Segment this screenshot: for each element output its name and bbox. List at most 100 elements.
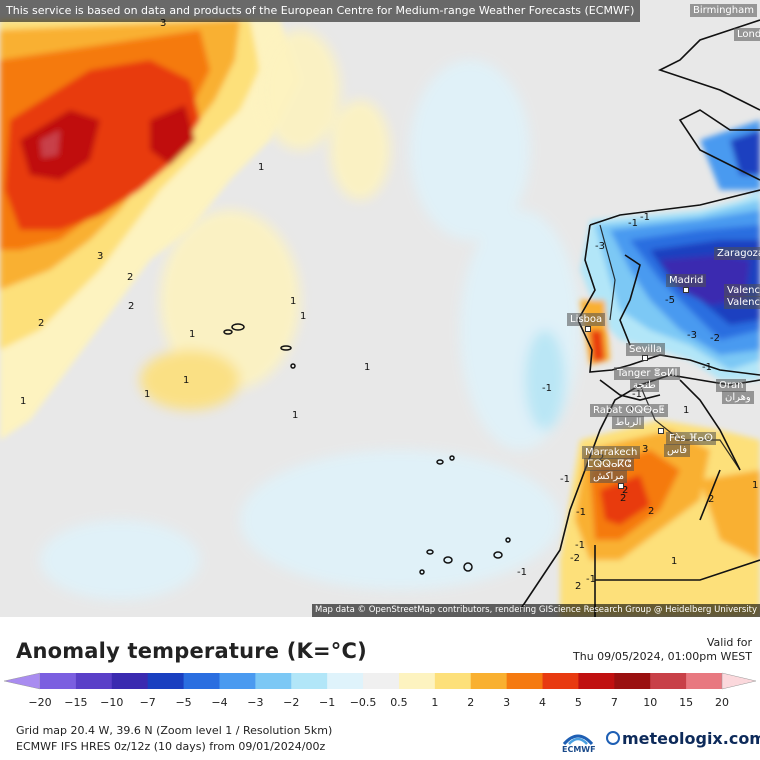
contour-label: -1 bbox=[702, 362, 712, 373]
grid-info: Grid map 20.4 W, 39.6 N (Zoom level 1 / … bbox=[16, 724, 333, 737]
contour-label: -3 bbox=[687, 330, 697, 341]
city-label-lisboa: Lisboa bbox=[567, 313, 606, 326]
colorbar-tick-label: 3 bbox=[503, 696, 511, 709]
ecmwf-logo-icon bbox=[562, 734, 594, 746]
colorbar-tick-label: −0.5 bbox=[349, 696, 377, 709]
contour-label: -1 bbox=[542, 383, 552, 394]
meteologix-logo[interactable]: meteologix.com bbox=[606, 729, 760, 748]
contour-label: 2 bbox=[127, 272, 134, 283]
colorbar-segment bbox=[255, 673, 292, 689]
contour-label: -5 bbox=[665, 295, 675, 306]
contour-label: 2 bbox=[708, 494, 715, 505]
city-label-oran: Oran bbox=[716, 379, 747, 392]
contour-label: -1 bbox=[628, 218, 638, 229]
colorbar-segment bbox=[219, 673, 256, 689]
colorbar-tick-label: −10 bbox=[100, 696, 124, 709]
colorbar-tick-label: 20 bbox=[715, 696, 729, 709]
ecmwf-label: ECMWF bbox=[562, 745, 596, 754]
city-label-zaragoza: Zaragoza bbox=[714, 247, 760, 260]
city-label-fes-arabic: فاس bbox=[664, 444, 691, 457]
city-label-birmingham: Birmingham bbox=[690, 4, 757, 17]
model-info: ECMWF IFS HRES 0z/12z (10 days) from 09/… bbox=[16, 740, 326, 753]
contour-label: -3 bbox=[595, 241, 605, 252]
contour-label: 3 bbox=[97, 251, 104, 262]
colorbar-tick-label: 15 bbox=[679, 696, 694, 709]
contour-label: 1 bbox=[683, 405, 690, 416]
colorbar-segment bbox=[363, 673, 400, 689]
city-marker-marrakech bbox=[618, 483, 624, 489]
colorbar-tick-label: 5 bbox=[574, 696, 582, 709]
colorbar-segment bbox=[398, 673, 436, 689]
colorbar-tick-label: −1 bbox=[319, 696, 336, 709]
colorbar-tick-label: 0.5 bbox=[390, 696, 408, 709]
contour-label: -1 bbox=[632, 389, 642, 400]
city-label-valencia-1: Valenc bbox=[724, 284, 760, 297]
city-marker-rabat bbox=[658, 428, 664, 434]
colorbar-arrow-low bbox=[3, 672, 41, 690]
coastline bbox=[519, 19, 760, 617]
city-label-rabat-arabic: الرباط bbox=[612, 416, 645, 429]
city-label-madrid: Madrid bbox=[666, 274, 707, 287]
city-marker-madrid bbox=[683, 287, 689, 293]
anomaly-field bbox=[0, 0, 760, 617]
colorbar bbox=[3, 672, 757, 690]
colorbar-segment bbox=[470, 673, 508, 689]
contour-label: 2 bbox=[620, 493, 627, 504]
meteologix-brand: meteologix.com bbox=[622, 729, 760, 748]
contour-label: 1 bbox=[183, 375, 190, 386]
colorbar-segment bbox=[111, 673, 149, 689]
city-label-valencia-2: Valenc bbox=[724, 296, 760, 309]
ecmwf-attribution: This service is based on data and produc… bbox=[0, 0, 641, 22]
colorbar-segment bbox=[686, 673, 723, 689]
colorbar-segment bbox=[434, 673, 472, 689]
weather-map[interactable]: 3 1 2 1 3 2 2 1 1 1 1 1 1 1 -1 -1 -3 -5 -3 -2 -1 -1 -1 -1 -1 -2 -1… bbox=[0, 0, 760, 617]
contour-label: -2 bbox=[710, 333, 720, 344]
contour-label: 1 bbox=[364, 362, 371, 373]
map-attribution: Map data © OpenStreetMap contributors, r… bbox=[312, 604, 760, 617]
city-label-marrakech-tifinagh: ⵎⵕⵕⴰⴽⵛ bbox=[584, 458, 635, 471]
colorbar-tick-label: −15 bbox=[64, 696, 88, 709]
colorbar-segment bbox=[327, 673, 364, 689]
city-marker-lisboa bbox=[585, 326, 591, 332]
contour-label: -1 bbox=[560, 474, 570, 485]
contour-label: 2 bbox=[128, 301, 135, 312]
contour-label: 1 bbox=[752, 480, 759, 491]
colorbar-tick-label: 4 bbox=[539, 696, 547, 709]
contour-label: 2 bbox=[575, 581, 582, 592]
contour-label: 2 bbox=[622, 485, 629, 496]
city-label-marrakech: Marrakech bbox=[582, 446, 641, 459]
colorbar-segment bbox=[291, 673, 328, 689]
colorbar-segment bbox=[75, 673, 113, 689]
contour-label: -1 bbox=[575, 540, 585, 551]
city-label-tanger-arabic: طنجة bbox=[630, 379, 659, 392]
contour-label: 1 bbox=[290, 296, 297, 307]
contour-label: 1 bbox=[20, 396, 27, 407]
contour-label: 1 bbox=[258, 162, 265, 173]
colorbar-tick-label: 7 bbox=[610, 696, 618, 709]
valid-date: Thu 09/05/2024, 01:00pm WEST bbox=[573, 650, 752, 663]
contour-label: 1 bbox=[189, 329, 196, 340]
contour-label: 2 bbox=[648, 506, 655, 517]
colorbar-segment bbox=[40, 673, 77, 689]
city-marker-sevilla bbox=[642, 355, 648, 361]
colorbar-tick-label: 1 bbox=[431, 696, 439, 709]
colorbar-tick-label: −3 bbox=[247, 696, 264, 709]
legend-title: Anomaly temperature (K=°C) bbox=[16, 639, 367, 663]
colorbar-segment bbox=[614, 673, 651, 689]
city-label-sevilla: Sevilla bbox=[626, 343, 665, 356]
colorbar-segment bbox=[650, 673, 687, 689]
colorbar-segment bbox=[183, 673, 220, 689]
contour-label: 1 bbox=[144, 389, 151, 400]
colorbar-tick-label: 2 bbox=[467, 696, 475, 709]
city-label-fes: Fès ⴼⴰⵙ bbox=[666, 432, 716, 445]
colorbar-tick-label: −20 bbox=[28, 696, 52, 709]
city-label-rabat: Rabat ⵕⵕⴱⴰⵟ bbox=[590, 404, 668, 417]
contour-label: 2 bbox=[38, 318, 45, 329]
contour-label: 3 bbox=[160, 18, 167, 29]
contour-label: -1 bbox=[576, 507, 586, 518]
contour-label: 1 bbox=[300, 311, 307, 322]
contour-label: -1 bbox=[517, 567, 527, 578]
city-label-london: Lond bbox=[734, 28, 760, 41]
colorbar-tick-label: −2 bbox=[283, 696, 300, 709]
city-label-oran-arabic: وهران bbox=[722, 391, 754, 404]
